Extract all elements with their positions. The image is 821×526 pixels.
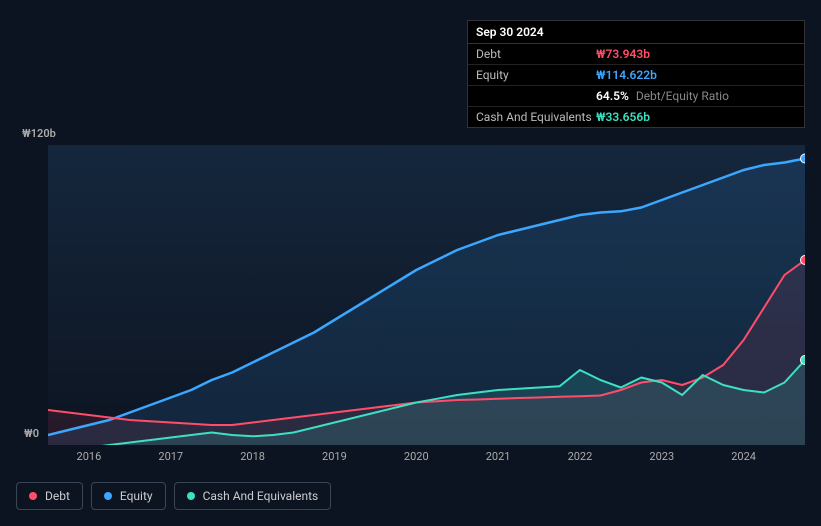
legend-dot-icon xyxy=(187,492,195,500)
legend-item[interactable]: Debt xyxy=(16,482,83,510)
tooltip-extra: Debt/Equity Ratio xyxy=(633,89,729,103)
legend-dot-icon xyxy=(29,492,37,500)
tooltip-date: Sep 30 2024 xyxy=(468,21,804,44)
x-axis-tick: 2023 xyxy=(649,450,674,463)
tooltip-label: Cash And Equivalents xyxy=(476,110,596,124)
x-axis-tick: 2017 xyxy=(158,450,183,463)
x-axis-tick: 2022 xyxy=(568,450,593,463)
tooltip-row: Cash And Equivalents₩33.656b xyxy=(468,107,804,127)
tooltip-label: Equity xyxy=(476,68,596,82)
tooltip-label: Debt xyxy=(476,47,596,61)
x-axis-labels: 2016 2017 2018 2019 2020 2021 2022 2023 2024 xyxy=(48,450,805,470)
x-axis-tick: 2018 xyxy=(240,450,265,463)
tooltip-row: 64.5% Debt/Equity Ratio xyxy=(468,86,804,107)
chart-tooltip: Sep 30 2024 Debt₩73.943bEquity₩114.622b6… xyxy=(467,20,805,128)
tooltip-row: Equity₩114.622b xyxy=(468,65,804,86)
x-axis-tick: 2020 xyxy=(404,450,429,463)
x-axis-tick: 2021 xyxy=(486,450,511,463)
tooltip-value: ₩114.622b xyxy=(596,68,657,82)
chart-legend: Debt Equity Cash And Equivalents xyxy=(16,482,331,510)
x-axis-tick: 2024 xyxy=(731,450,756,463)
legend-item[interactable]: Equity xyxy=(91,482,166,510)
tooltip-value: 64.5% Debt/Equity Ratio xyxy=(596,89,729,103)
tooltip-value: ₩73.943b xyxy=(596,47,650,61)
legend-dot-icon xyxy=(104,492,112,500)
tooltip-row: Debt₩73.943b xyxy=(468,44,804,65)
tooltip-value: ₩33.656b xyxy=(596,110,650,124)
x-axis-tick: 2016 xyxy=(77,450,102,463)
x-axis-tick: 2019 xyxy=(322,450,347,463)
chart-plot xyxy=(48,145,805,445)
legend-label: Equity xyxy=(120,489,153,503)
legend-item[interactable]: Cash And Equivalents xyxy=(174,482,332,510)
y-axis-label-min: ₩0 xyxy=(24,427,39,440)
legend-label: Debt xyxy=(45,489,70,503)
legend-label: Cash And Equivalents xyxy=(203,489,319,503)
y-axis-label-max: ₩120b xyxy=(22,127,56,140)
tooltip-label xyxy=(476,89,596,103)
